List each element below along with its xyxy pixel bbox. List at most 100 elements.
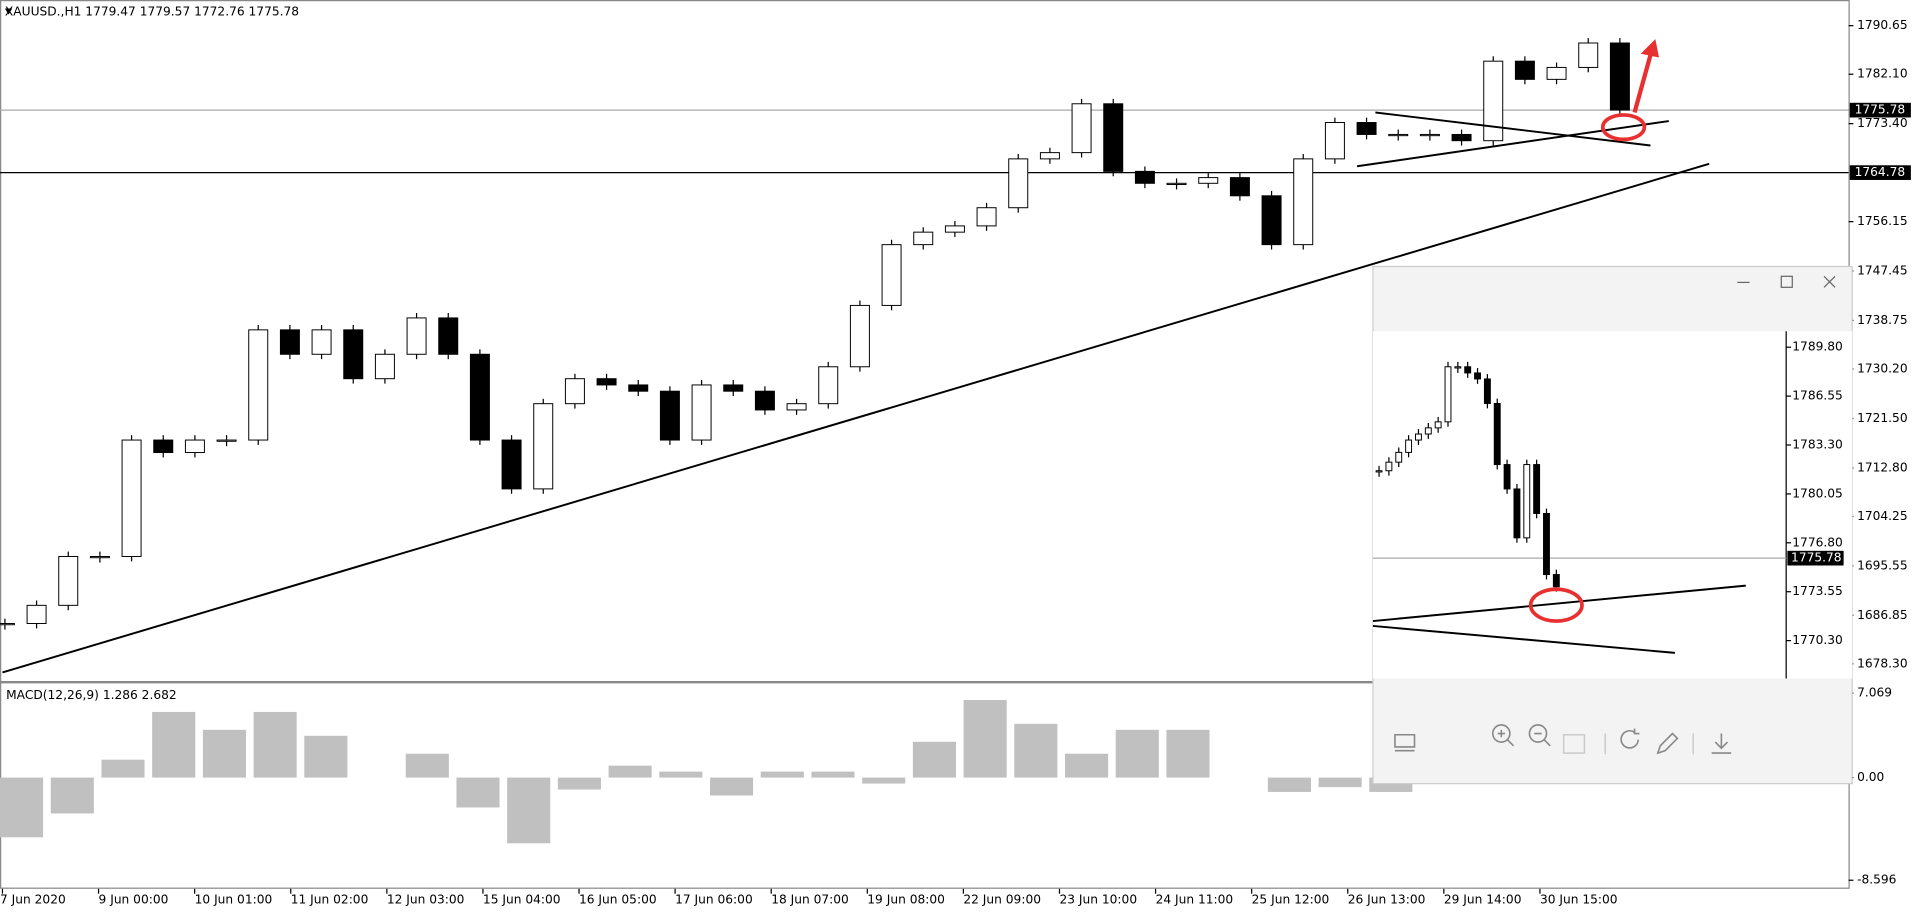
- candle: [1434, 421, 1442, 429]
- candle: [1578, 42, 1599, 68]
- candle: [1483, 60, 1504, 142]
- candle: [1424, 427, 1432, 435]
- candle: [628, 384, 649, 392]
- x-tick-label: 12 Jun 03:00: [387, 892, 465, 906]
- x-tick-label: 17 Jun 06:00: [675, 892, 753, 906]
- y-tick-label: 1747.45: [1857, 264, 1908, 278]
- candle: [976, 207, 997, 227]
- candle: [1405, 439, 1413, 453]
- macd-bar: [253, 711, 297, 778]
- candle: [754, 390, 775, 411]
- x-tick-label: 11 Jun 02:00: [291, 892, 369, 906]
- y-tick-label: 1695.55: [1857, 558, 1908, 572]
- macd-bar: [1115, 729, 1159, 778]
- macd-tick-label: 0.00: [1857, 770, 1884, 784]
- macd-panel: 7.069 0.00 -8.596: [0, 686, 1896, 887]
- download-icon[interactable]: [1711, 733, 1732, 754]
- candle: [818, 366, 839, 405]
- popup-tick-label: 1770.30: [1792, 633, 1843, 647]
- candle: [184, 439, 205, 454]
- maximize-button[interactable]: [1780, 275, 1793, 288]
- x-tick-label: 7 Jun 2020: [0, 892, 66, 906]
- macd-bar: [710, 777, 754, 796]
- macd-bar: [1166, 729, 1210, 778]
- x-tick-label: 25 Jun 12:00: [1252, 892, 1330, 906]
- layout-icon[interactable]: [1394, 733, 1416, 752]
- candle: [1533, 464, 1541, 514]
- x-tick-label: 18 Jun 07:00: [771, 892, 849, 906]
- macd-bar: [101, 759, 145, 778]
- candle: [1324, 122, 1345, 160]
- candle: [1166, 182, 1187, 186]
- x-tick-label: 10 Jun 01:00: [195, 892, 273, 906]
- macd-bar: [811, 771, 855, 778]
- y-tick-label: 1712.80: [1857, 460, 1908, 474]
- candle: [469, 353, 490, 441]
- rotate-icon[interactable]: [1620, 728, 1640, 749]
- candle: [1419, 133, 1440, 137]
- x-tick-label: 26 Jun 13:00: [1348, 892, 1426, 906]
- candle: [1514, 60, 1535, 80]
- candle: [1356, 122, 1377, 135]
- x-tick-label: 24 Jun 11:00: [1156, 892, 1234, 906]
- candle: [786, 403, 807, 411]
- y-tick-label: 1678.30: [1857, 656, 1908, 670]
- candle: [913, 231, 934, 246]
- trend-line: [2, 162, 1710, 674]
- popup-price-badge: [1787, 550, 1844, 566]
- candle: [533, 403, 554, 490]
- y-tick-label: 1773.40: [1857, 116, 1908, 130]
- candle: [849, 304, 870, 368]
- candle: [1103, 103, 1124, 172]
- x-tick-label: 15 Jun 04:00: [483, 892, 561, 906]
- zoom-in-icon[interactable]: [1491, 724, 1515, 747]
- candle: [1039, 152, 1060, 160]
- candle: [723, 384, 744, 392]
- time-axis: 7 Jun 2020 9 Jun 00:00 10 Jun 01:00 11 Jun …: [0, 888, 1618, 906]
- macd-tick-label: 7.069: [1857, 686, 1892, 700]
- actual-size-icon[interactable]: [1562, 733, 1586, 754]
- candle: [1546, 66, 1567, 80]
- price-badge-label: 1764.78: [1855, 165, 1906, 179]
- candle: [501, 439, 522, 490]
- candle: [1454, 366, 1462, 369]
- candle: [311, 329, 332, 355]
- macd-bar: [760, 771, 804, 778]
- macd-bar: [659, 771, 703, 778]
- macd-bar: [1267, 777, 1311, 792]
- popup-chart: 1789.80 1786.55 1783.30 1780.05 1776.80 1773.…: [1372, 340, 1844, 647]
- arrow-head: [1640, 39, 1660, 58]
- macd-bar: [405, 753, 449, 778]
- popup-trend-line: [1372, 584, 1746, 623]
- candle: [1552, 574, 1560, 588]
- x-tick-label: 30 Jun 15:00: [1540, 892, 1618, 906]
- macd-label: MACD(12,26,9) 1.286 2.682: [6, 688, 177, 702]
- popup-tick-label: 1783.30: [1792, 438, 1843, 452]
- macd-tick-label: -8.596: [1857, 873, 1896, 887]
- x-tick-label: 16 Jun 05:00: [579, 892, 657, 906]
- candle: [216, 439, 237, 442]
- candle: [944, 225, 965, 233]
- edit-icon[interactable]: [1656, 732, 1679, 755]
- candle: [564, 378, 585, 405]
- candle: [1451, 133, 1472, 142]
- y-tick-label: 1704.25: [1857, 509, 1908, 523]
- popup-trend-line: [1372, 624, 1676, 654]
- macd-bar: [963, 699, 1007, 778]
- popup-window: 1789.80 1786.55 1783.30 1780.05 1776.80 1773.…: [1372, 265, 1853, 785]
- candle: [1261, 195, 1282, 246]
- candle: [1071, 103, 1092, 154]
- candle: [1503, 464, 1511, 490]
- close-button[interactable]: [1823, 275, 1836, 288]
- candle: [279, 329, 300, 355]
- macd-bar: [1014, 723, 1058, 778]
- candle: [1464, 366, 1472, 374]
- candle: [153, 439, 174, 454]
- popup-tick-label: 1789.80: [1792, 340, 1843, 354]
- x-tick-label: 9 Jun 00:00: [99, 892, 169, 906]
- dropdown-icon[interactable]: [4, 8, 13, 15]
- candle: [1375, 470, 1383, 473]
- zoom-out-icon[interactable]: [1528, 724, 1551, 747]
- candle: [89, 555, 110, 559]
